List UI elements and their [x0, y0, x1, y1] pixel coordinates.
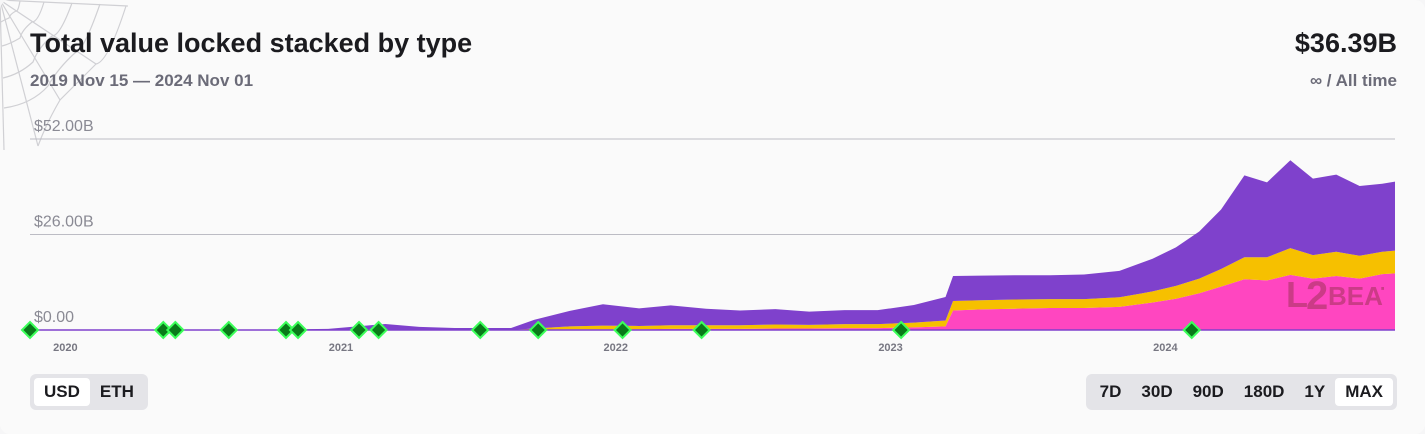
milestone-marker[interactable] — [891, 320, 911, 340]
x-tick-label: 2021 — [329, 342, 353, 354]
range-90d-option[interactable]: 90D — [1192, 382, 1224, 401]
x-tick-label: 2022 — [604, 342, 628, 354]
area-series — [30, 160, 1395, 331]
total-value: $36.39B — [1294, 28, 1397, 58]
range-180d-option[interactable]: 180D — [1243, 382, 1285, 401]
svg-text:2: 2 — [1306, 274, 1328, 313]
x-tick-label: 2023 — [878, 342, 902, 354]
chart-title: Total value locked stacked by type — [30, 28, 473, 58]
milestone-marker[interactable] — [219, 320, 239, 340]
time-range-toggle: 7D 30D 90D 180D 1Y MAX — [1085, 374, 1397, 410]
y-axis-ticks: $0.00 $26.00B $52.00B — [34, 118, 94, 326]
milestone-markers — [20, 320, 1202, 340]
l2beat-watermark-logo: L 2 BEAT — [1286, 274, 1384, 313]
cobweb-decoration — [0, 0, 129, 150]
native-area — [30, 273, 1395, 330]
milestone-marker[interactable] — [20, 320, 40, 340]
range-max-option[interactable]: MAX — [1335, 378, 1393, 406]
x-tick-label: 2024 — [1153, 342, 1178, 354]
svg-text:BEAT: BEAT — [1328, 281, 1384, 311]
milestone-marker[interactable] — [692, 320, 711, 340]
y-tick-label: $26.00B — [34, 214, 94, 231]
y-tick-label: $52.00B — [34, 118, 94, 135]
milestone-marker[interactable] — [1182, 320, 1202, 340]
range-7d-option[interactable]: 7D — [1099, 382, 1122, 401]
milestone-marker[interactable] — [613, 320, 632, 340]
milestone-marker[interactable] — [288, 320, 308, 340]
milestone-marker[interactable] — [349, 320, 369, 340]
svg-text:L: L — [1286, 274, 1308, 313]
x-tick-label: 2020 — [53, 342, 77, 354]
milestone-marker[interactable] — [369, 320, 389, 340]
usd-option[interactable]: USD — [34, 378, 90, 406]
milestone-marker[interactable] — [470, 320, 490, 340]
x-axis-ticks: 2020 2021 2022 2023 2024 — [53, 342, 1178, 354]
milestone-marker[interactable] — [165, 320, 185, 340]
period-label: ∞ / All time — [1309, 71, 1397, 90]
milestone-marker[interactable] — [528, 320, 548, 340]
range-1y-option[interactable]: 1Y — [1304, 382, 1326, 401]
date-range: 2019 Nov 15 — 2024 Nov 01 — [30, 71, 254, 90]
range-30d-option[interactable]: 30D — [1141, 382, 1173, 401]
canonical-area — [30, 160, 1395, 330]
y-tick-label: $0.00 — [34, 309, 74, 326]
currency-toggle: USD ETH — [30, 374, 148, 410]
eth-option[interactable]: ETH — [99, 382, 134, 401]
